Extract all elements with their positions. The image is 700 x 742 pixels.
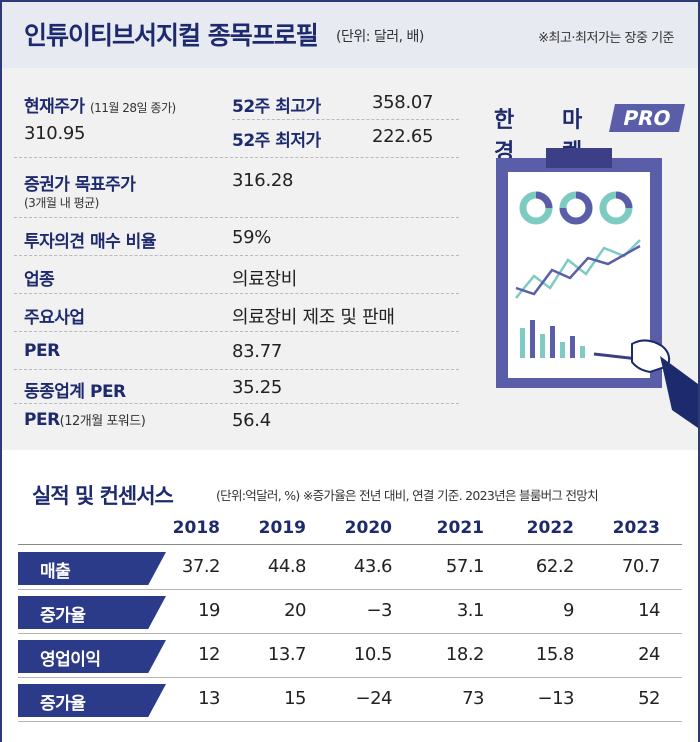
table-cell: 9 — [563, 600, 574, 621]
target-price-value: 316.28 — [232, 170, 294, 191]
profile-row-per: PER 83.77 — [14, 332, 459, 370]
table-row-revenue: 매출 37.2 44.8 43.6 57.1 62.2 70.7 — [18, 546, 682, 590]
industry-label: 업종 — [24, 270, 55, 290]
price-basis-note: ※최고·최저가는 장중 기준 — [538, 31, 674, 46]
table-cell: 20 — [284, 600, 306, 621]
business-label: 주요사업 — [24, 308, 85, 328]
profile-row-peer-per: 동종업계 PER 35.25 — [14, 370, 459, 404]
divider — [232, 119, 459, 120]
performance-note: (단위:억달러, %) ※증가율은 전년 대비, 연결 기준. 2023년은 블… — [216, 488, 599, 503]
table-cell: 18.2 — [445, 644, 485, 665]
table-cell: 14 — [638, 600, 660, 621]
table-cell: 62.2 — [535, 556, 575, 577]
current-price-value: 310.95 — [24, 123, 86, 144]
high52-label: 52주 최고가 — [232, 97, 321, 117]
table-cell: 43.6 — [353, 556, 393, 577]
table-cell: 24 — [638, 644, 660, 665]
table-cell: 13 — [198, 688, 220, 709]
forward-per-value: 56.4 — [232, 410, 271, 431]
profile-row-buy-ratio: 투자의견 매수 비율 59% — [14, 218, 459, 256]
table-row-operating-profit: 영업이익 12 13.7 10.5 18.2 15.8 24 — [18, 634, 682, 678]
table-cell: 12 — [198, 644, 220, 665]
low52-value: 222.65 — [372, 126, 434, 147]
row-label: 매출 — [18, 552, 166, 585]
target-price-label: 증권가 목표주가 — [24, 175, 136, 195]
table-cell: 15 — [284, 688, 306, 709]
low52-label: 52주 최저가 — [232, 131, 321, 151]
row-label: 증가율 — [18, 596, 166, 629]
stock-profile: 현재주가 (11월 28일 종가) 310.95 52주 최고가 358.07 … — [2, 68, 698, 450]
target-price-sub: (3개월 내 평균) — [24, 196, 99, 210]
forward-per-label: PER(12개월 포워드) — [24, 410, 146, 430]
unit-note: (단위: 달러, 배) — [336, 29, 424, 45]
profile-row-price: 현재주가 (11월 28일 종가) 310.95 52주 최고가 358.07 … — [14, 68, 459, 158]
forward-per-note: (12개월 포워드) — [59, 414, 146, 429]
table-cell: 13.7 — [267, 644, 307, 665]
table-cell: 10.5 — [353, 644, 393, 665]
table-cell: 3.1 — [456, 600, 485, 621]
year-header: 2022 — [526, 518, 574, 538]
table-cell: −13 — [537, 688, 575, 709]
row-label: 영업이익 — [18, 640, 166, 673]
industry-value: 의료장비 — [232, 269, 298, 290]
performance-section: 실적 및 컨센서스 (단위:억달러, %) ※증가율은 전년 대비, 연결 기준… — [2, 450, 698, 742]
profile-row-forward-per: PER(12개월 포워드) 56.4 — [14, 404, 459, 440]
header-divider — [18, 544, 682, 545]
clipboard-chart-icon — [496, 148, 698, 428]
table-cell: 15.8 — [535, 644, 575, 665]
performance-title: 실적 및 컨센서스 — [32, 484, 174, 508]
table-cell: 44.8 — [267, 556, 307, 577]
business-value: 의료장비 제조 및 판매 — [232, 307, 395, 328]
table-cell: 19 — [198, 600, 220, 621]
year-header: 2021 — [436, 518, 484, 538]
table-cell: 70.7 — [621, 556, 661, 577]
peer-per-label: 동종업계 PER — [24, 382, 126, 402]
peer-per-value: 35.25 — [232, 377, 283, 398]
current-price-date-note: (11월 28일 종가) — [89, 101, 176, 115]
table-row-revenue-growth: 증가율 19 20 −3 3.1 9 14 — [18, 590, 682, 634]
table-row-profit-growth: 증가율 13 15 −24 73 −13 52 — [18, 678, 682, 722]
header: 인튜이티브서지컬 종목프로필 (단위: 달러, 배) ※최고·최저가는 장중 기… — [2, 2, 698, 68]
table-cell: 52 — [638, 688, 660, 709]
year-header: 2023 — [612, 518, 660, 538]
buy-ratio-value: 59% — [232, 227, 272, 248]
high52-value: 358.07 — [372, 92, 434, 113]
year-header: 2020 — [344, 518, 392, 538]
year-header: 2018 — [172, 518, 220, 538]
profile-row-business: 주요사업 의료장비 제조 및 판매 — [14, 294, 459, 332]
buy-ratio-label: 투자의견 매수 비율 — [24, 232, 156, 252]
clipboard-illustration: 한경 마켓 PRO — [464, 88, 698, 448]
per-value: 83.77 — [232, 341, 283, 362]
brand-pro: PRO — [609, 104, 685, 132]
table-cell: 57.1 — [445, 556, 485, 577]
page-title: 인튜이티브서지컬 종목프로필 — [24, 21, 319, 50]
table-cell: −3 — [366, 600, 392, 621]
table-cell: 37.2 — [181, 556, 221, 577]
current-price-label: 현재주가 (11월 28일 종가) — [24, 97, 176, 117]
table-cell: −24 — [355, 688, 393, 709]
profile-row-industry: 업종 의료장비 — [14, 256, 459, 294]
row-label: 증가율 — [18, 684, 166, 717]
table-cell: 73 — [462, 688, 484, 709]
year-header: 2019 — [258, 518, 306, 538]
profile-row-target: 증권가 목표주가 (3개월 내 평균) 316.28 — [14, 158, 459, 218]
per-label: PER — [24, 341, 60, 361]
